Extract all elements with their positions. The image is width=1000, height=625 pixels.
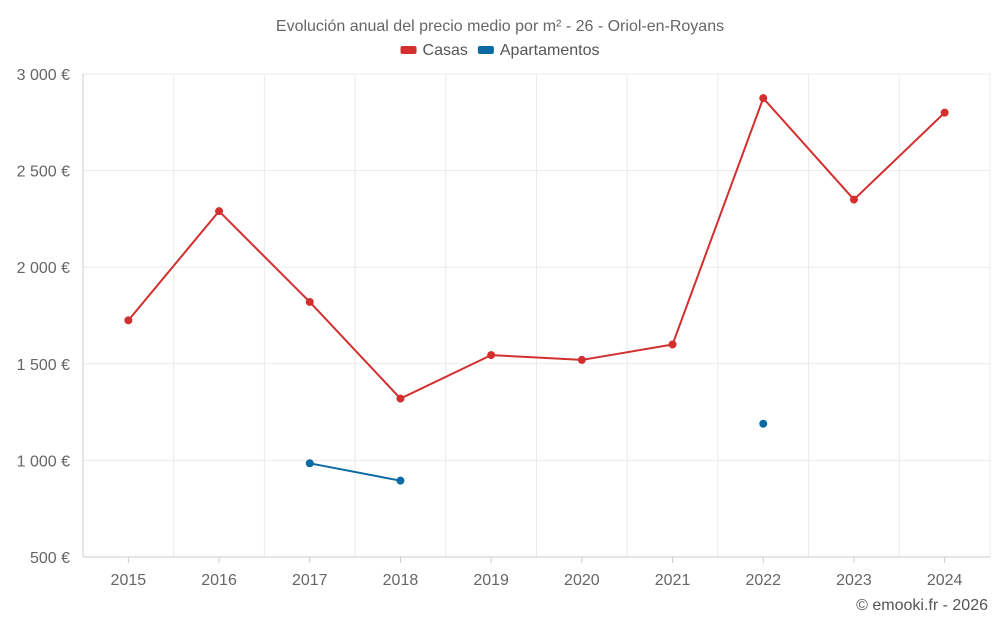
chart-title: Evolución anual del precio medio por m² … (276, 18, 724, 35)
legend: Casas Apartamentos (400, 42, 600, 59)
data-point[interactable] (305, 459, 314, 468)
series-layer (124, 94, 949, 485)
y-tick-label: 1 500 € (17, 357, 70, 374)
data-point[interactable] (759, 94, 768, 103)
x-tick-label: 2017 (292, 572, 328, 589)
data-point[interactable] (668, 340, 677, 349)
y-tick-label: 2 000 € (17, 260, 70, 277)
x-tick-label: 2018 (383, 572, 419, 589)
data-point[interactable] (396, 476, 405, 485)
y-tick-label: 500 € (30, 550, 70, 567)
legend-swatch (477, 46, 494, 54)
data-point[interactable] (487, 351, 496, 360)
series-casas (124, 94, 949, 403)
data-point[interactable] (759, 419, 768, 428)
series-apartamentos (305, 419, 768, 485)
data-point[interactable] (396, 394, 405, 403)
data-point[interactable] (215, 207, 224, 216)
legend-swatch (400, 46, 417, 54)
grid (82, 73, 991, 558)
legend-label: Casas (423, 42, 468, 59)
x-tick-label: 2021 (655, 572, 691, 589)
series-line (127, 97, 946, 400)
data-point[interactable] (577, 355, 586, 364)
x-tick-label: 2016 (201, 572, 237, 589)
y-tick-label: 3 000 € (17, 67, 70, 84)
x-tick-label: 2019 (473, 572, 509, 589)
legend-label: Apartamentos (500, 42, 600, 59)
x-tick-label: 2023 (836, 572, 872, 589)
data-point[interactable] (305, 297, 314, 306)
credit-text: © emooki.fr - 2026 (856, 597, 988, 614)
x-tick-label: 2024 (927, 572, 963, 589)
legend-item-casas[interactable]: Casas (400, 42, 468, 59)
y-tick-label: 1 000 € (17, 453, 70, 470)
data-point[interactable] (124, 316, 133, 325)
axes: 500 € 1 000 € 1 500 € 2 000 € 2 500 € 3 000 €… (17, 67, 990, 589)
x-tick-label: 2015 (111, 572, 147, 589)
x-tick-label: 2020 (564, 572, 600, 589)
data-point[interactable] (940, 108, 949, 117)
legend-item-apartamentos[interactable]: Apartamentos (477, 42, 600, 59)
series-line (309, 462, 401, 482)
y-tick-label: 2 500 € (17, 164, 70, 181)
x-tick-label: 2022 (745, 572, 781, 589)
data-point[interactable] (849, 195, 858, 204)
